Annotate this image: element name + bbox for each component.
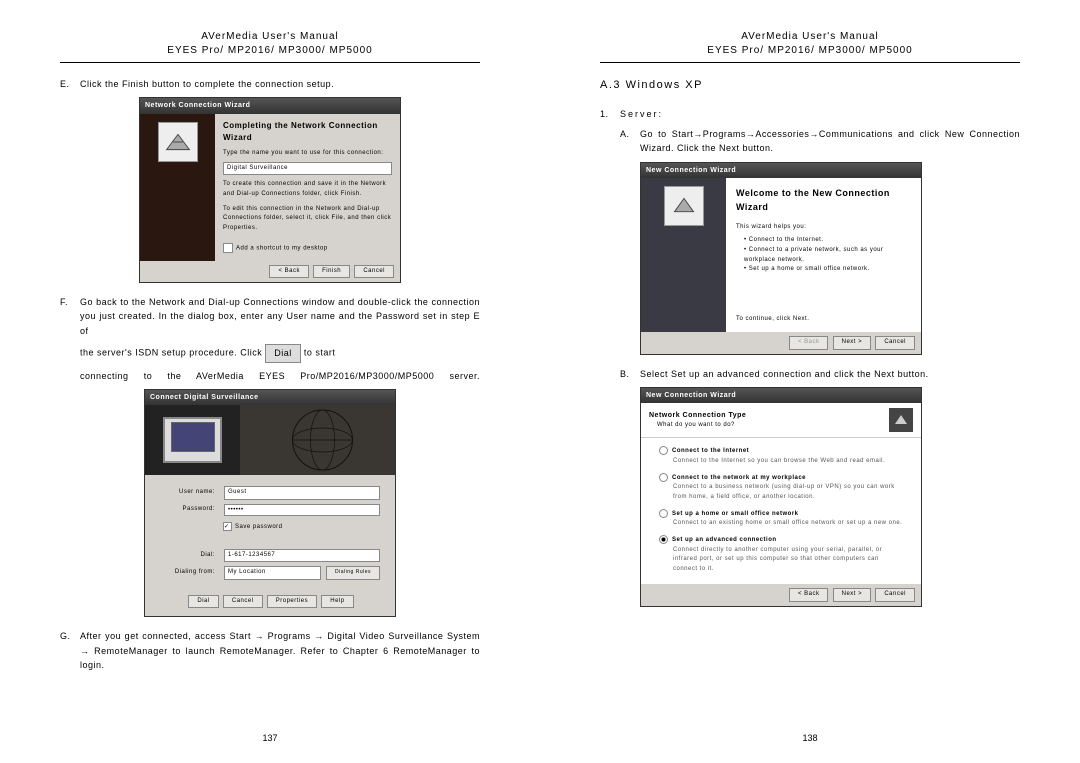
server-label: Server: xyxy=(620,107,1020,121)
wizard-text2: To create this connection and save it in… xyxy=(223,180,392,199)
option-2[interactable]: Connect to the network at my workplaceCo… xyxy=(659,473,903,503)
section-title: A.3 Windows XP xyxy=(600,77,1020,95)
item-text: Go to Start→Programs→Accessories→Communi… xyxy=(640,127,1020,156)
item-F-cont2: connecting to the AVerMedia EYES Pro/MP2… xyxy=(80,369,480,383)
globe-icon xyxy=(240,405,395,475)
item-letter: B. xyxy=(620,367,640,381)
btn-row: < Back Next > Cancel xyxy=(641,332,921,354)
wizard-icon xyxy=(889,408,913,432)
bullet3: • Set up a home or small office network. xyxy=(744,265,911,275)
password-input[interactable]: •••••• xyxy=(224,504,380,516)
item-G: G. After you get connected, access Start… xyxy=(60,629,480,672)
page-137: AVerMedia User's Manual EYES Pro/ MP2016… xyxy=(0,0,540,763)
header-line1: AVerMedia User's Manual xyxy=(600,30,1020,44)
cancel-button[interactable]: Cancel xyxy=(223,595,263,609)
wizard-icon xyxy=(158,122,198,162)
item-letter: A. xyxy=(620,127,640,156)
btn-row: Dial Cancel Properties Help xyxy=(145,591,395,617)
next-button[interactable]: Next > xyxy=(833,588,872,602)
rules-button[interactable]: Dialing Rules xyxy=(326,566,380,580)
properties-button[interactable]: Properties xyxy=(267,595,317,609)
body-left: E. Click the Finish button to complete t… xyxy=(60,77,480,672)
back-button[interactable]: < Back xyxy=(789,588,829,602)
option-4[interactable]: Set up an advanced connectionConnect dir… xyxy=(659,535,903,574)
wizard-heading: Welcome to the New Connection Wizard xyxy=(736,186,911,215)
cancel-button[interactable]: Cancel xyxy=(875,336,915,350)
screenshot-new-conn: New Connection Wizard Welcome to the New… xyxy=(640,162,922,355)
option-1[interactable]: Connect to the InternetConnect to the In… xyxy=(659,446,903,466)
wizard-icon xyxy=(664,186,704,226)
monitor-icon xyxy=(163,417,222,463)
item-text: Click the Finish button to complete the … xyxy=(80,77,480,91)
wizard-heading: Completing the Network Connection Wizard xyxy=(223,120,392,146)
screenshot-network-wizard: Network Connection Wizard Completing the… xyxy=(139,97,401,283)
item-E: E. Click the Finish button to complete t… xyxy=(60,77,480,91)
option-3[interactable]: Set up a home or small office networkCon… xyxy=(659,509,903,529)
dialfrom-label: Dialing from: xyxy=(159,565,221,581)
back-button[interactable]: < Back xyxy=(269,265,309,279)
item-text: Go back to the Network and Dial-up Conne… xyxy=(80,295,480,338)
dialog-title: New Connection Wizard xyxy=(641,163,921,178)
page-138: AVerMedia User's Manual EYES Pro/ MP2016… xyxy=(540,0,1080,763)
wizard-footer: To continue, click Next. xyxy=(736,315,911,325)
divider xyxy=(60,62,480,63)
btn-row: < Back Next > Cancel xyxy=(641,584,921,606)
dial-button[interactable]: Dial xyxy=(188,595,218,609)
header-line1: AVerMedia User's Manual xyxy=(60,30,480,44)
screenshot-connect: Connect Digital Surveillance xyxy=(144,389,396,617)
header-right: AVerMedia User's Manual EYES Pro/ MP2016… xyxy=(600,30,1020,58)
dial-label: Dial: xyxy=(159,548,221,564)
dialog-title: Network Connection Wizard xyxy=(140,98,400,113)
divider xyxy=(600,62,1020,63)
item-A: A. Go to Start→Programs→Accessories→Comm… xyxy=(620,127,1020,156)
item-1: 1. Server: xyxy=(600,107,1020,121)
item-B: B. Select Set up an advanced connection … xyxy=(620,367,1020,381)
subtext: What do you want to do? xyxy=(649,421,746,431)
dialog-title: Connect Digital Surveillance xyxy=(145,390,395,405)
dialog-title: New Connection Wizard xyxy=(641,388,921,403)
item-letter: G. xyxy=(60,629,80,672)
wizard-text1: This wizard helps you: xyxy=(736,223,911,233)
header-left: AVerMedia User's Manual EYES Pro/ MP2016… xyxy=(60,30,480,58)
screenshot-conn-type: New Connection Wizard Network Connection… xyxy=(640,387,922,607)
dial-input[interactable]: 1-617-1234567 xyxy=(224,549,380,563)
item-letter: F. xyxy=(60,295,80,338)
bullet1: • Connect to the Internet. xyxy=(744,236,911,246)
location-select[interactable]: My Location xyxy=(224,566,321,580)
item-num: 1. xyxy=(600,107,620,121)
cancel-button[interactable]: Cancel xyxy=(875,588,915,602)
help-button[interactable]: Help xyxy=(321,595,353,609)
next-button[interactable]: Next > xyxy=(833,336,872,350)
wizard-text3: To edit this connection in the Network a… xyxy=(223,205,392,234)
header-line2: EYES Pro/ MP2016/ MP3000/ MP5000 xyxy=(600,44,1020,58)
item-letter: E. xyxy=(60,77,80,91)
item-F: F. Go back to the Network and Dial-up Co… xyxy=(60,295,480,338)
cancel-button[interactable]: Cancel xyxy=(354,265,394,279)
header-line2: EYES Pro/ MP2016/ MP3000/ MP5000 xyxy=(60,44,480,58)
item-text: After you get connected, access Start → … xyxy=(80,629,480,672)
dial-button-inline[interactable]: Dial xyxy=(265,344,301,362)
password-label: Password: xyxy=(159,503,221,517)
item-F-cont: the server's ISDN setup procedure. Click… xyxy=(80,344,480,362)
wizard-checkbox[interactable]: Add a shortcut to my desktop xyxy=(223,243,392,254)
wizard-input[interactable]: Digital Surveillance xyxy=(223,162,392,176)
bullet2: • Connect to a private network, such as … xyxy=(744,246,911,265)
body-right: A.3 Windows XP 1. Server: A. Go to Start… xyxy=(600,77,1020,607)
wizard-text1: Type the name you want to use for this c… xyxy=(223,149,392,159)
page-number: 138 xyxy=(540,733,1080,743)
user-input[interactable]: Guest xyxy=(224,486,380,500)
item-text: Select Set up an advanced connection and… xyxy=(640,367,1020,381)
subtitle: Network Connection Type xyxy=(649,410,746,421)
back-button: < Back xyxy=(789,336,829,350)
finish-button[interactable]: Finish xyxy=(313,265,350,279)
user-label: User name: xyxy=(159,485,221,501)
btn-row: < Back Finish Cancel xyxy=(140,261,400,283)
save-checkbox[interactable]: ✓Save password xyxy=(223,519,381,536)
page-number: 137 xyxy=(0,733,540,743)
